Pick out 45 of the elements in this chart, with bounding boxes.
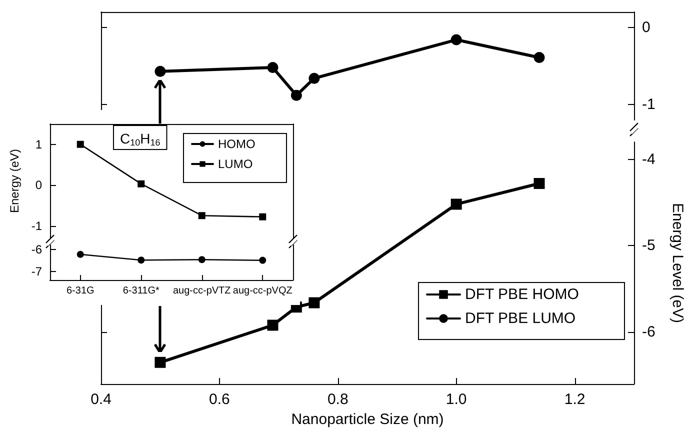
point	[267, 320, 278, 331]
y-tick-label: 0	[642, 18, 650, 36]
point	[450, 34, 462, 46]
point	[198, 212, 206, 220]
legend-label: LUMO	[218, 157, 253, 171]
y-axis-title: Energy (eV)	[7, 148, 22, 214]
point	[259, 213, 266, 220]
point	[138, 180, 145, 188]
point	[76, 250, 84, 258]
y-tick-label: -1	[31, 218, 42, 233]
x-tick-label: aug-cc-pVQZ	[232, 286, 292, 296]
point	[267, 62, 278, 74]
point	[154, 356, 166, 368]
x-axis-title: Nanoparticle Size (nm)	[291, 411, 444, 428]
y-tick-label: 0	[35, 178, 42, 192]
point	[534, 178, 545, 189]
point	[198, 256, 206, 264]
point	[308, 72, 320, 84]
x-tick-label: 1.2	[564, 391, 586, 408]
y-tick-label: -7	[31, 264, 42, 278]
x-tick-label: 0.6	[209, 391, 230, 408]
y-tick-label: -6	[31, 242, 42, 256]
x-tick-label: aug-cc-pVTZ	[172, 286, 231, 296]
point	[308, 297, 320, 308]
x-tick-label: 0.8	[327, 391, 348, 408]
legend-label: HOMO	[218, 137, 256, 151]
y-axis-title: Energy Level (eV)	[669, 202, 685, 324]
point	[534, 52, 545, 64]
y-tick-label: -4	[642, 150, 656, 168]
y-tick-label: -1	[642, 96, 656, 114]
point	[450, 198, 462, 210]
legend-label: DFT PBE LUMO	[465, 310, 576, 327]
point	[138, 256, 145, 264]
legend-label: DFT PBE HOMO	[465, 286, 579, 303]
x-tick-label: 0.4	[90, 391, 112, 408]
point	[259, 256, 266, 264]
y-tick-label: -5	[642, 237, 656, 254]
x-tick-label: 6-31G	[66, 286, 94, 296]
y-tick-label: -6	[642, 324, 656, 341]
x-tick-label: 1.0	[446, 391, 467, 408]
y-tick-label: 1	[35, 137, 42, 152]
x-tick-label: 6-311G*	[122, 286, 160, 296]
point	[290, 90, 302, 101]
point	[154, 66, 166, 77]
point	[76, 140, 84, 148]
